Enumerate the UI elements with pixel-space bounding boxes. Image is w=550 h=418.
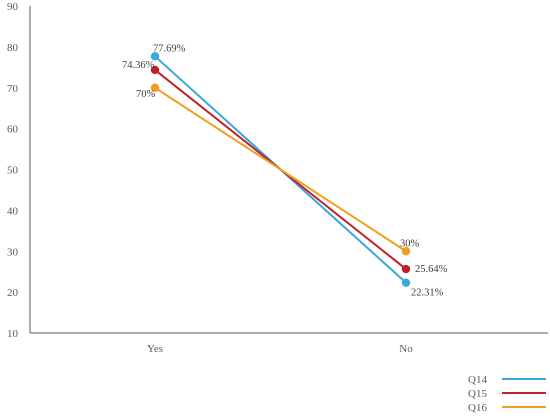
data-label-q14: 77.69%	[153, 43, 186, 54]
legend-label-q15: Q15	[468, 388, 487, 400]
data-label-q15: 74.36%	[122, 60, 155, 71]
y-tick-label: 80	[7, 42, 19, 54]
y-tick-label: 90	[7, 1, 19, 13]
y-tick-label: 10	[7, 328, 19, 340]
series-line-q16	[154, 86, 407, 253]
x-tick-label: No	[399, 343, 413, 355]
data-label-q15: 25.64%	[415, 264, 448, 275]
data-point-q16	[150, 83, 160, 92]
data-point-q15	[401, 264, 411, 274]
y-tick-label: 40	[7, 205, 19, 217]
axes: 10 20 30 40 50 60 70 80 90 Yes No	[7, 1, 548, 355]
y-tick-label: 60	[7, 124, 19, 136]
x-tick-label: Yes	[147, 343, 163, 355]
legend-label-q16: Q16	[468, 402, 487, 414]
y-tick-label: 70	[7, 83, 19, 95]
data-point-q14	[150, 52, 160, 61]
data-label-q14: 22.31%	[411, 288, 444, 299]
data-label-q16: 30%	[400, 238, 420, 249]
data-label-q16: 70%	[136, 89, 156, 100]
data-point-q15	[150, 65, 160, 75]
legend-label-q14: Q14	[468, 374, 487, 386]
y-tick-label: 30	[7, 246, 19, 258]
data-labels: 77.69% 22.31% 74.36% 25.64% 70% 30%	[122, 43, 448, 298]
y-tick-label: 50	[7, 165, 19, 177]
y-tick-label: 20	[7, 287, 19, 299]
series-lines	[150, 52, 411, 287]
data-point-q14	[401, 278, 411, 287]
legend: Q14 Q15 Q16	[468, 374, 546, 414]
data-point-q16	[401, 247, 411, 256]
